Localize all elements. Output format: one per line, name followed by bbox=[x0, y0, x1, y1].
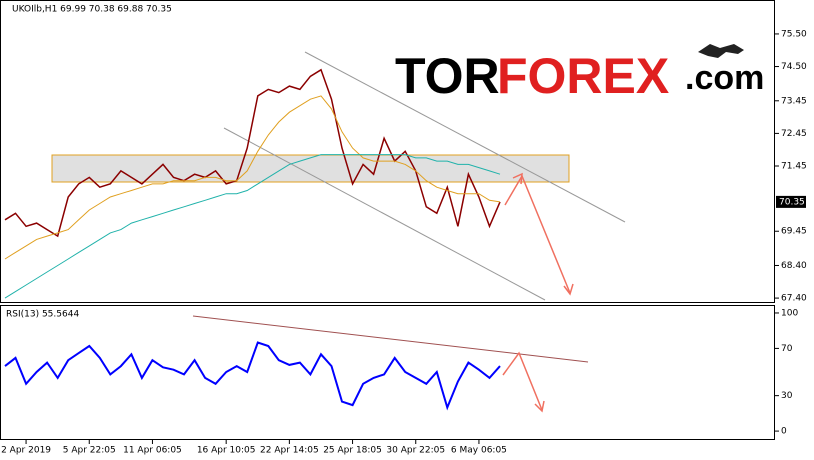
y-tick-label: 70 bbox=[781, 344, 793, 354]
y-tick-label: 74.50 bbox=[781, 62, 807, 72]
y-tick-label: 30 bbox=[781, 391, 793, 401]
logo-tor: TOR bbox=[395, 48, 500, 104]
logo-forex: FOREX bbox=[497, 48, 669, 104]
y-tick-label: 75.50 bbox=[781, 29, 807, 39]
resistance-zone bbox=[51, 154, 570, 183]
price-title: UKOIlb,H1 69.99 70.38 69.88 70.35 bbox=[12, 5, 172, 15]
current-price-box bbox=[776, 195, 806, 208]
current-price-label: 70.35 bbox=[779, 197, 805, 207]
arrow-head bbox=[512, 172, 523, 185]
x-tick-label: 5 Apr 22:05 bbox=[63, 446, 116, 456]
series-line bbox=[4, 68, 501, 238]
y-tick-label: 71.45 bbox=[781, 162, 807, 172]
x-tick-label: 11 Apr 06:05 bbox=[123, 446, 182, 456]
logo-com: .com bbox=[685, 59, 764, 97]
price-frame bbox=[0, 0, 775, 303]
x-tick-label: 22 Apr 14:05 bbox=[260, 446, 319, 456]
rsi-forecast bbox=[502, 351, 543, 411]
series-line bbox=[4, 341, 501, 411]
y-tick-label: 69.45 bbox=[781, 227, 807, 237]
y-tick-label: 67.40 bbox=[781, 294, 807, 304]
logo-bull bbox=[698, 44, 744, 58]
x-tick-label: 25 Apr 18:05 bbox=[323, 446, 382, 456]
channel-upper bbox=[304, 51, 626, 223]
x-tick-label: 6 May 06:05 bbox=[451, 446, 507, 456]
arrow-head bbox=[563, 283, 574, 296]
rsi-title: RSI(13) 55.5644 bbox=[6, 310, 79, 320]
forecast-arrows bbox=[502, 172, 574, 413]
x-tick-label: 16 Apr 10:05 bbox=[197, 446, 256, 456]
channel-lower bbox=[223, 127, 546, 301]
y-tick-label: 68.40 bbox=[781, 261, 807, 271]
y-tick-label: 73.45 bbox=[781, 96, 807, 106]
y-tick-label: 0 bbox=[781, 427, 787, 437]
x-tick-label: 30 Apr 22:05 bbox=[386, 446, 445, 456]
series-line bbox=[4, 95, 501, 260]
y-tick-label: 72.45 bbox=[781, 129, 807, 139]
series-line bbox=[4, 154, 501, 299]
x-tick-label: 2 Apr 2019 bbox=[1, 446, 51, 456]
y-tick-label: 100 bbox=[781, 308, 798, 318]
arrow-head bbox=[534, 400, 545, 413]
rsi-trendline bbox=[192, 315, 589, 363]
rsi-frame bbox=[0, 305, 775, 440]
